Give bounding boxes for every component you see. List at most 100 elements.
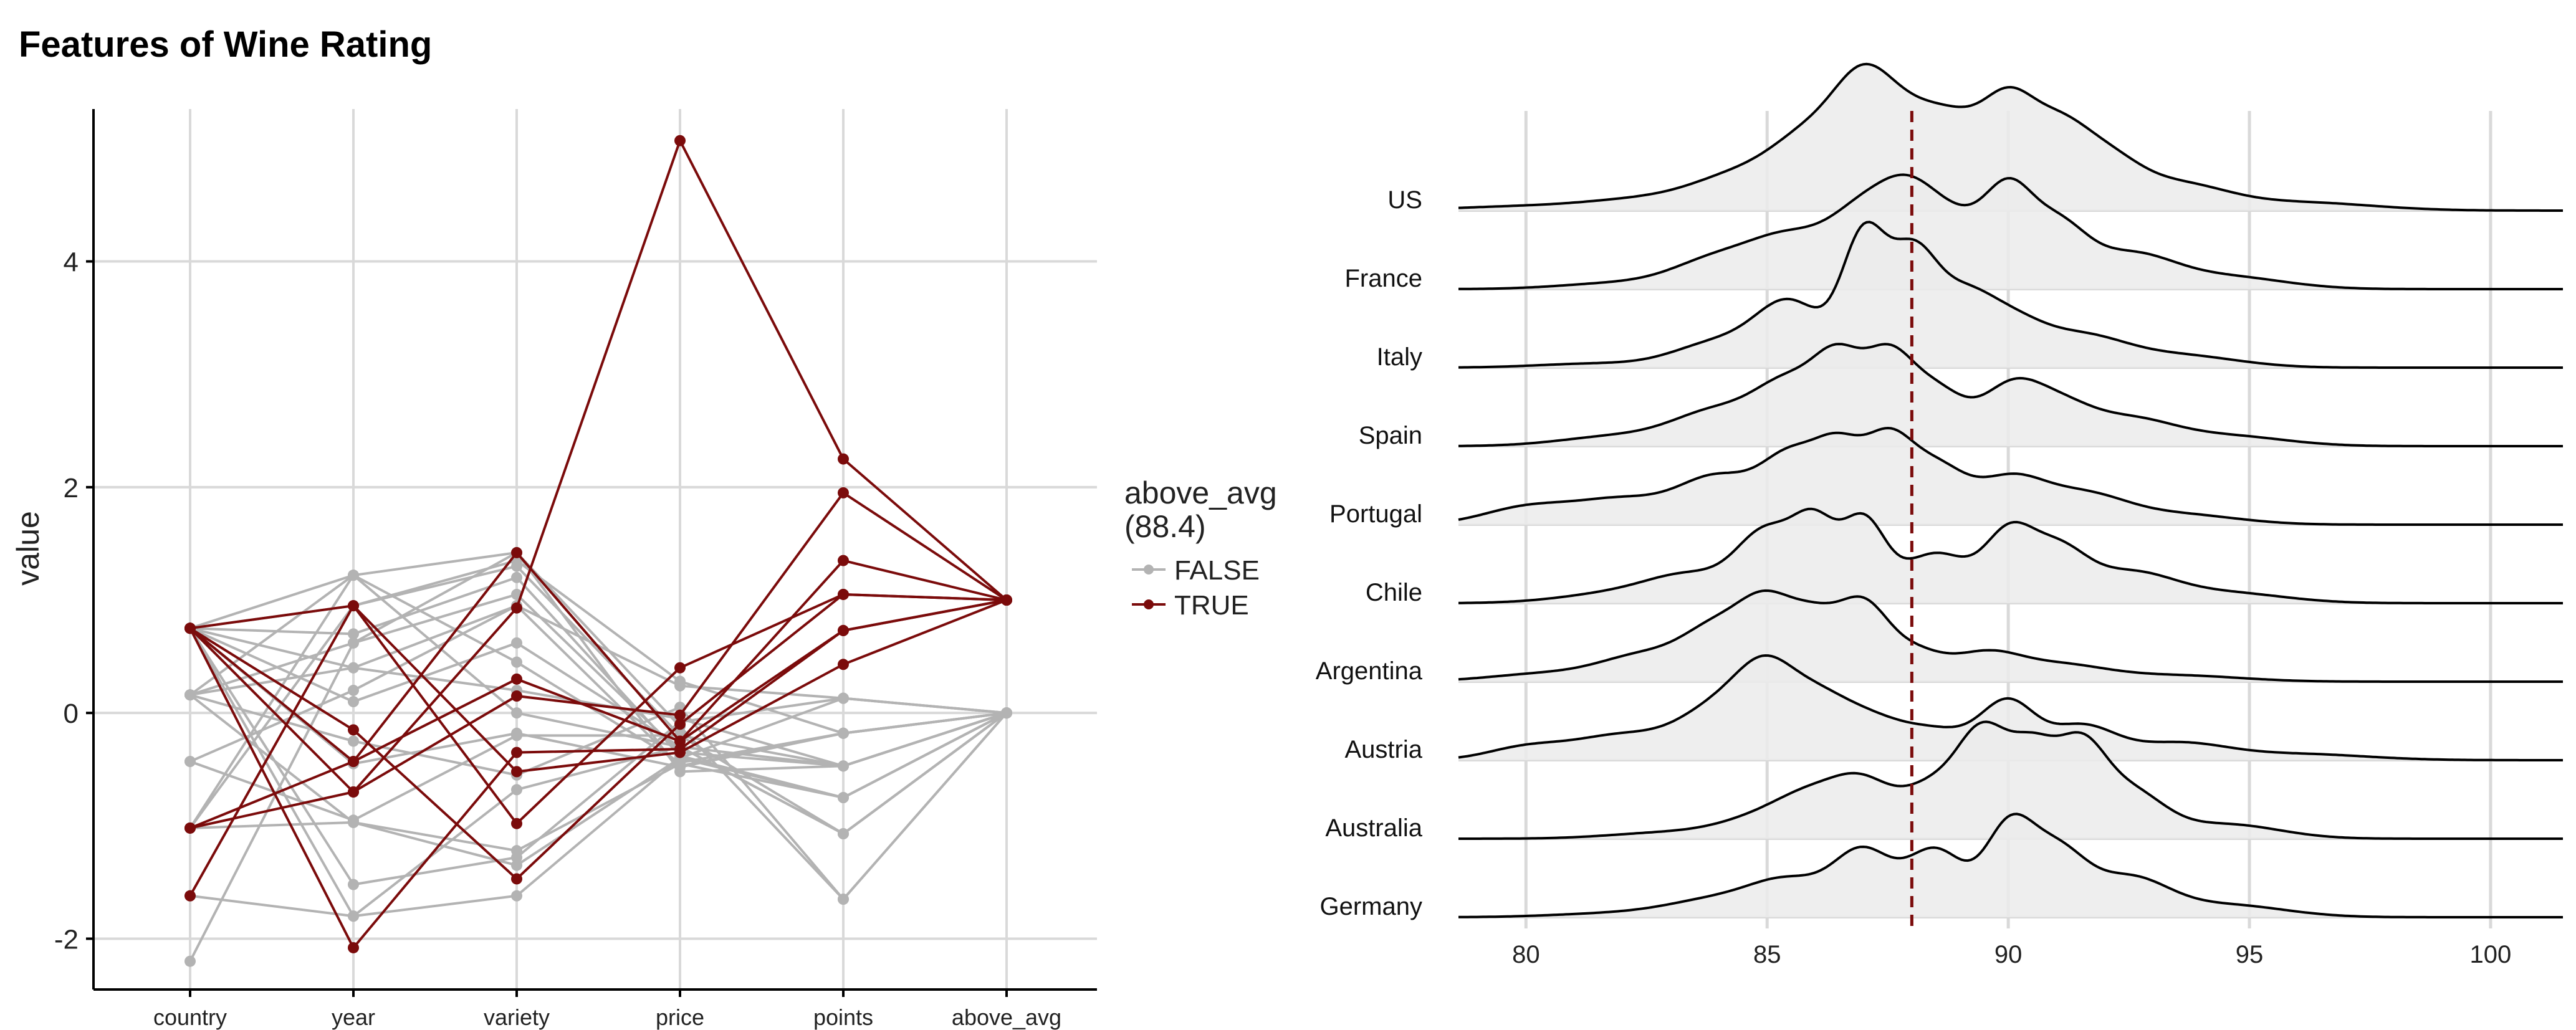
pc-y-tick-label-2: 2 bbox=[64, 473, 79, 503]
pc-point-2-2 bbox=[511, 571, 522, 583]
pc-point-19-4 bbox=[838, 760, 849, 772]
pc-y-axis-title: value bbox=[11, 511, 45, 586]
ridge-area-4 bbox=[1458, 428, 2563, 525]
pc-point-18-1 bbox=[348, 910, 359, 922]
pc-point-17-4 bbox=[838, 692, 849, 704]
pc-point-27-3 bbox=[674, 743, 686, 755]
ridge-area-1 bbox=[1458, 174, 2563, 289]
pc-y-tick-label-1: 0 bbox=[64, 699, 79, 729]
ridge-x-tick-label-2: 90 bbox=[1994, 941, 2023, 968]
pc-grid bbox=[93, 109, 1097, 989]
ridge-line-4 bbox=[1458, 426, 2563, 526]
ridge-line-1 bbox=[1458, 173, 2563, 290]
ridge-line-0 bbox=[1458, 62, 2563, 212]
pc-series-line-13 bbox=[189, 712, 1007, 852]
pc-point-23-2 bbox=[511, 873, 522, 885]
pc-point-27-4 bbox=[838, 624, 849, 636]
legend-title-line2: (88.4) bbox=[1124, 509, 1206, 544]
pc-point-19-0 bbox=[184, 689, 196, 701]
pc-point-9-4 bbox=[838, 894, 849, 905]
ridgeline-chart: 80 85 90 95 100 US France Italy Spain Portugal Ch… bbox=[1316, 62, 2563, 968]
pc-point-16-3 bbox=[674, 766, 686, 778]
pc-series-line-14 bbox=[189, 559, 1007, 829]
legend-key-true bbox=[1132, 599, 1166, 609]
ridge-line-9 bbox=[1458, 813, 2563, 918]
ridge-area-6 bbox=[1458, 590, 2563, 682]
ridge-label-6: Argentina bbox=[1316, 657, 1423, 685]
ridge-line-8 bbox=[1458, 720, 2563, 840]
ridge-area-2 bbox=[1458, 222, 2563, 368]
pc-series-line-16 bbox=[189, 551, 1007, 962]
pc-point-26-0 bbox=[184, 890, 196, 902]
ridge-line-7 bbox=[1458, 654, 2563, 761]
ridge-area-7 bbox=[1458, 656, 2563, 760]
pc-point-25-3 bbox=[674, 709, 686, 721]
ridge-area-8 bbox=[1458, 722, 2563, 839]
ridge-label-9: Germany bbox=[1320, 893, 1423, 920]
pc-point-27-2 bbox=[511, 746, 522, 758]
pc-point-16-0 bbox=[184, 955, 196, 967]
pc-point-18-2 bbox=[511, 784, 522, 796]
pc-point-22-2 bbox=[511, 602, 522, 614]
pc-x-tick-label-2: variety bbox=[484, 1004, 550, 1030]
pc-series-line-24 bbox=[189, 550, 1007, 829]
legend-label-true: TRUE bbox=[1174, 590, 1249, 621]
pc-point-26-2 bbox=[511, 818, 522, 829]
pc-point-20-2 bbox=[511, 766, 522, 778]
pc-point-25-0 bbox=[184, 822, 196, 834]
pc-point-13-1 bbox=[348, 816, 359, 828]
ridge-x-tick-label-1: 85 bbox=[1753, 941, 1781, 968]
pc-point-22-3 bbox=[674, 135, 686, 146]
pc-point-2-1 bbox=[348, 628, 359, 640]
pc-axes bbox=[92, 109, 1097, 991]
ridge-label-7: Austria bbox=[1345, 736, 1423, 763]
pc-point-19-5 bbox=[1001, 707, 1012, 719]
pc-x-tick-label-3: price bbox=[656, 1004, 704, 1030]
pc-y-tick-label-3: 4 bbox=[64, 247, 79, 278]
pc-point-25-4 bbox=[838, 487, 849, 498]
pc-point-20-4 bbox=[838, 659, 849, 670]
pc-point-13-2 bbox=[511, 845, 522, 857]
ridge-label-0: US bbox=[1387, 186, 1422, 214]
legend-label-false: FALSE bbox=[1174, 555, 1260, 586]
pc-series-line-26 bbox=[189, 593, 1007, 897]
pc-point-25-1 bbox=[348, 786, 359, 798]
pc-ticks: -2 0 2 4 country year variety price points above_… bbox=[54, 247, 1061, 1030]
ridge-curves bbox=[1458, 62, 2563, 918]
parallel-coordinates-chart: -2 0 2 4 country year variety price points above_… bbox=[11, 109, 1277, 1030]
ridge-label-2: Italy bbox=[1377, 343, 1422, 371]
legend-title-line1: above_avg bbox=[1124, 475, 1277, 510]
ridge-label-5: Chile bbox=[1366, 579, 1422, 606]
pc-point-26-4 bbox=[838, 588, 849, 600]
pc-series-line-27 bbox=[189, 599, 1007, 950]
pc-point-23-3 bbox=[674, 718, 686, 730]
pc-series-line-9 bbox=[189, 694, 1008, 902]
ridge-area-3 bbox=[1458, 344, 2563, 446]
pc-point-24-2 bbox=[511, 546, 522, 558]
ridge-label-1: France bbox=[1345, 265, 1423, 292]
ridge-label-3: Spain bbox=[1359, 422, 1422, 449]
pc-point-24-3 bbox=[674, 735, 686, 747]
ridge-area-0 bbox=[1458, 64, 2563, 211]
pc-point-26-3 bbox=[674, 662, 686, 674]
pc-point-19-1 bbox=[348, 662, 359, 674]
pc-y-tick-label-0: -2 bbox=[54, 924, 79, 955]
pc-point-13-4 bbox=[838, 792, 849, 804]
legend: above_avg (88.4) FALSE TRUE bbox=[1124, 475, 1277, 621]
pc-point-21-2 bbox=[511, 673, 522, 685]
pc-series-line-17 bbox=[189, 697, 1007, 918]
pc-series-line-18 bbox=[189, 627, 1008, 918]
ridge-line-3 bbox=[1458, 343, 2563, 447]
pc-point-12-2 bbox=[511, 730, 522, 742]
pc-x-tick-label-1: year bbox=[332, 1004, 375, 1030]
legend-key-false bbox=[1132, 565, 1166, 575]
ridge-line-2 bbox=[1458, 221, 2563, 369]
pc-point-4-2 bbox=[511, 637, 522, 649]
pc-series-line-22 bbox=[189, 137, 1008, 794]
pc-point-24-1 bbox=[348, 756, 359, 768]
pc-x-tick-label-5: above_avg bbox=[952, 1004, 1061, 1030]
ridge-area-5 bbox=[1458, 508, 2563, 603]
ridge-x-tick-label-3: 95 bbox=[2236, 941, 2264, 968]
pc-point-11-1 bbox=[348, 684, 359, 696]
